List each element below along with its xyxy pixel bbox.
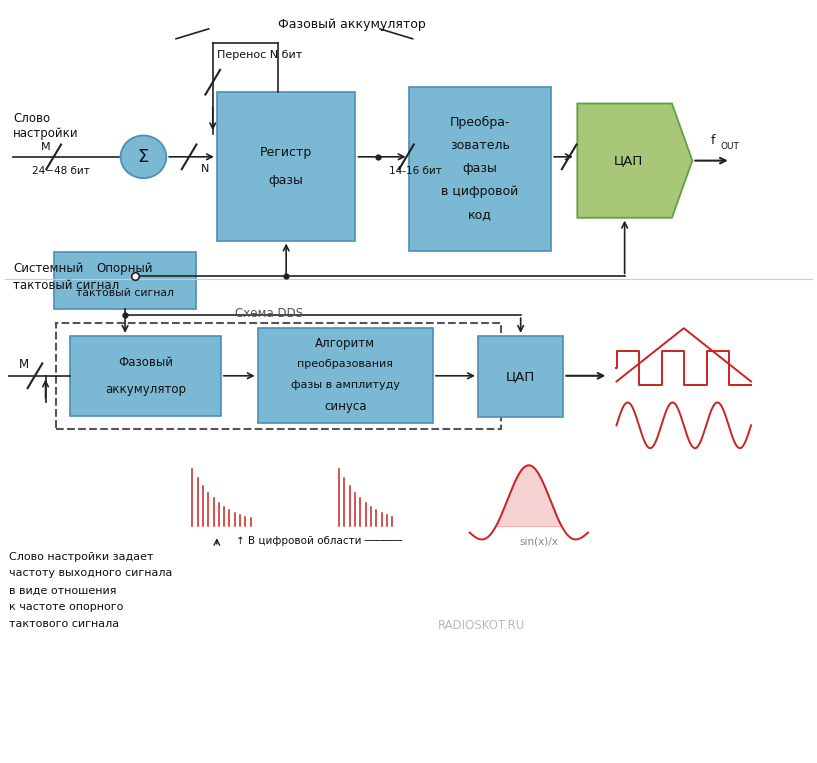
Text: синуса: синуса xyxy=(324,400,367,413)
Text: тактовый сигнал: тактовый сигнал xyxy=(76,288,174,298)
Text: фазы: фазы xyxy=(269,173,304,187)
Bar xyxy=(70,336,221,416)
Text: ↑ В цифровой области ──────: ↑ В цифровой области ────── xyxy=(235,536,402,546)
Text: Перенос N бит: Перенос N бит xyxy=(217,50,302,60)
Text: аккумулятор: аккумулятор xyxy=(105,383,186,396)
Text: Фазовый: Фазовый xyxy=(118,356,173,369)
Text: OUT: OUT xyxy=(720,143,739,152)
Text: RADIOSKOT.RU: RADIOSKOT.RU xyxy=(438,619,525,632)
Text: M: M xyxy=(41,142,51,152)
Text: Слово настройки задает: Слово настройки задает xyxy=(9,552,154,562)
Text: Опорный: Опорный xyxy=(97,262,154,275)
Text: частоту выходного сигнала: частоту выходного сигнала xyxy=(9,568,172,578)
Text: зователь: зователь xyxy=(450,140,510,153)
Text: тактового сигнала: тактового сигнала xyxy=(9,619,119,629)
Text: в цифровой: в цифровой xyxy=(441,185,519,198)
Text: M: M xyxy=(19,358,29,371)
Bar xyxy=(54,252,196,309)
Text: фазы в амплитуду: фазы в амплитуду xyxy=(291,380,400,390)
Text: к частоте опорного: к частоте опорного xyxy=(9,602,123,612)
Bar xyxy=(217,92,355,240)
Text: фазы: фазы xyxy=(462,162,498,175)
Text: тактовый сигнал: тактовый сигнал xyxy=(13,279,119,292)
Bar xyxy=(257,328,433,423)
Text: Схема DDS: Схема DDS xyxy=(235,307,304,320)
Text: Слово: Слово xyxy=(13,112,50,125)
Text: Регистр: Регистр xyxy=(260,146,312,159)
Bar xyxy=(408,87,551,250)
Bar xyxy=(56,323,501,430)
Text: N: N xyxy=(200,164,209,174)
Circle shape xyxy=(121,136,167,178)
Text: Σ: Σ xyxy=(138,148,150,166)
Text: 14-16 бит: 14-16 бит xyxy=(389,166,441,175)
Text: f: f xyxy=(710,134,715,147)
Text: настройки: настройки xyxy=(13,127,78,140)
Text: Фазовый аккумулятор: Фазовый аккумулятор xyxy=(278,18,426,31)
Text: преобразования: преобразования xyxy=(297,359,393,369)
Text: ЦАП: ЦАП xyxy=(506,370,535,383)
Text: ЦАП: ЦАП xyxy=(614,154,643,167)
Text: sin(x)/x: sin(x)/x xyxy=(520,536,559,546)
Polygon shape xyxy=(578,104,692,217)
Text: 24−48 бит: 24−48 бит xyxy=(32,166,89,175)
Text: код: код xyxy=(468,208,492,221)
Bar xyxy=(478,336,564,417)
Text: Преобра-: Преобра- xyxy=(449,117,510,130)
Text: Алгоритм: Алгоритм xyxy=(315,337,375,350)
Text: Системный: Системный xyxy=(13,262,83,275)
Text: в виде отношения: в виде отношения xyxy=(9,585,116,595)
